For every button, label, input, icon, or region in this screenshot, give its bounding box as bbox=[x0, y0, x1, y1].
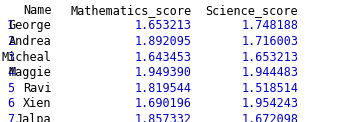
Text: 5: 5 bbox=[7, 82, 14, 95]
Text: 1.643453: 1.643453 bbox=[135, 51, 192, 64]
Text: Maggie: Maggie bbox=[9, 66, 51, 79]
Text: 1.716003: 1.716003 bbox=[241, 35, 298, 48]
Text: 1.518514: 1.518514 bbox=[241, 82, 298, 95]
Text: 4: 4 bbox=[7, 66, 14, 79]
Text: 1.944483: 1.944483 bbox=[241, 66, 298, 79]
Text: 1.653213: 1.653213 bbox=[135, 19, 192, 32]
Text: Ravi: Ravi bbox=[23, 82, 51, 95]
Text: Xien: Xien bbox=[23, 97, 51, 110]
Text: Jalpa: Jalpa bbox=[16, 113, 51, 122]
Text: Mathematics_score: Mathematics_score bbox=[71, 4, 192, 17]
Text: 1.949390: 1.949390 bbox=[135, 66, 192, 79]
Text: 6: 6 bbox=[7, 97, 14, 110]
Text: 1.748188: 1.748188 bbox=[241, 19, 298, 32]
Text: 1.857332: 1.857332 bbox=[135, 113, 192, 122]
Text: 1.672098: 1.672098 bbox=[241, 113, 298, 122]
Text: 7: 7 bbox=[7, 113, 14, 122]
Text: George: George bbox=[9, 19, 51, 32]
Text: Micheal: Micheal bbox=[2, 51, 51, 64]
Text: 1.892095: 1.892095 bbox=[135, 35, 192, 48]
Text: Andrea: Andrea bbox=[9, 35, 51, 48]
Text: Name: Name bbox=[23, 4, 51, 17]
Text: Science_score: Science_score bbox=[206, 4, 298, 17]
Text: 1.653213: 1.653213 bbox=[241, 51, 298, 64]
Text: 1.690196: 1.690196 bbox=[135, 97, 192, 110]
Text: 1.954243: 1.954243 bbox=[241, 97, 298, 110]
Text: 2: 2 bbox=[7, 35, 14, 48]
Text: 1.819544: 1.819544 bbox=[135, 82, 192, 95]
Text: 3: 3 bbox=[7, 51, 14, 64]
Text: 1: 1 bbox=[7, 19, 14, 32]
